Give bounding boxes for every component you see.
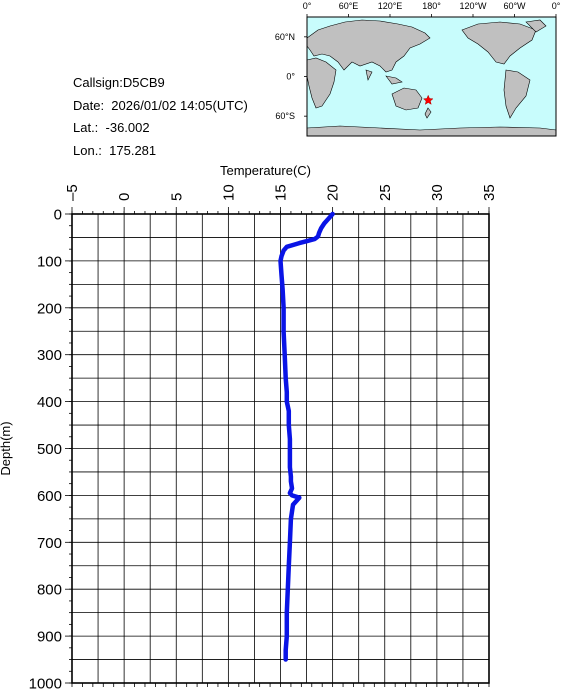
map-longitude-label: 60°W <box>503 1 526 11</box>
map-longitude-label: 60°E <box>339 1 359 11</box>
x-tick-label: 10 <box>220 184 237 201</box>
map-latitude-label: 60°S <box>275 111 295 121</box>
y-tick-label: 400 <box>37 394 62 411</box>
x-tick-label: 30 <box>429 184 446 201</box>
map-longitude-label: 120°E <box>378 1 403 11</box>
map-latitude-label: 0° <box>286 72 295 82</box>
x-tick-label: 5 <box>168 193 185 201</box>
map-longitude-label: 180° <box>422 1 441 11</box>
x-axis-title: Temperature(C) <box>220 163 311 178</box>
y-tick-label: 800 <box>37 582 62 599</box>
callsign-text: Callsign:D5CB9 <box>73 75 165 90</box>
y-tick-label: 900 <box>37 629 62 646</box>
x-tick-label: 20 <box>325 184 342 201</box>
x-tick-label: –5 <box>64 184 81 201</box>
x-tick-label: 0 <box>116 193 133 201</box>
y-tick-label: 1000 <box>29 676 62 690</box>
y-tick-label: 600 <box>37 488 62 505</box>
date-text: Date: 2026/01/02 14:05(UTC) <box>73 97 248 113</box>
x-tick-label: 25 <box>377 184 394 201</box>
y-tick-label: 0 <box>54 207 62 224</box>
world-map-inset: 0° 60°E 120°E 180° 120°W 60°W 0° 60°N 0° 60°S <box>275 1 561 137</box>
latitude-text: Lat.: -36.002 <box>73 120 150 135</box>
y-tick-label: 100 <box>37 253 62 270</box>
map-latitude-label: 60°N <box>275 32 295 42</box>
y-tick-label: 700 <box>37 535 62 552</box>
map-longitude-label: 0° <box>303 1 312 11</box>
x-tick-label: 35 <box>481 184 498 201</box>
y-tick-label: 200 <box>37 300 62 317</box>
y-tick-label: 300 <box>37 347 62 364</box>
temperature-profile-line <box>278 211 335 662</box>
map-longitude-label: 120°W <box>459 1 487 11</box>
y-axis-title: Depth(m) <box>0 421 13 475</box>
y-tick-label: 500 <box>37 441 62 458</box>
station-info: Callsign:D5CB9 Date: 2026/01/02 14:05(UT… <box>73 72 248 162</box>
map-land <box>306 19 557 137</box>
station-marker-icon <box>422 94 434 105</box>
map-longitude-label: 0° <box>552 1 561 11</box>
chart-grid <box>71 213 490 684</box>
plot-frame <box>71 213 490 684</box>
x-tick-label: 15 <box>273 184 290 201</box>
longitude-text: Lon.: 175.281 <box>73 142 157 158</box>
